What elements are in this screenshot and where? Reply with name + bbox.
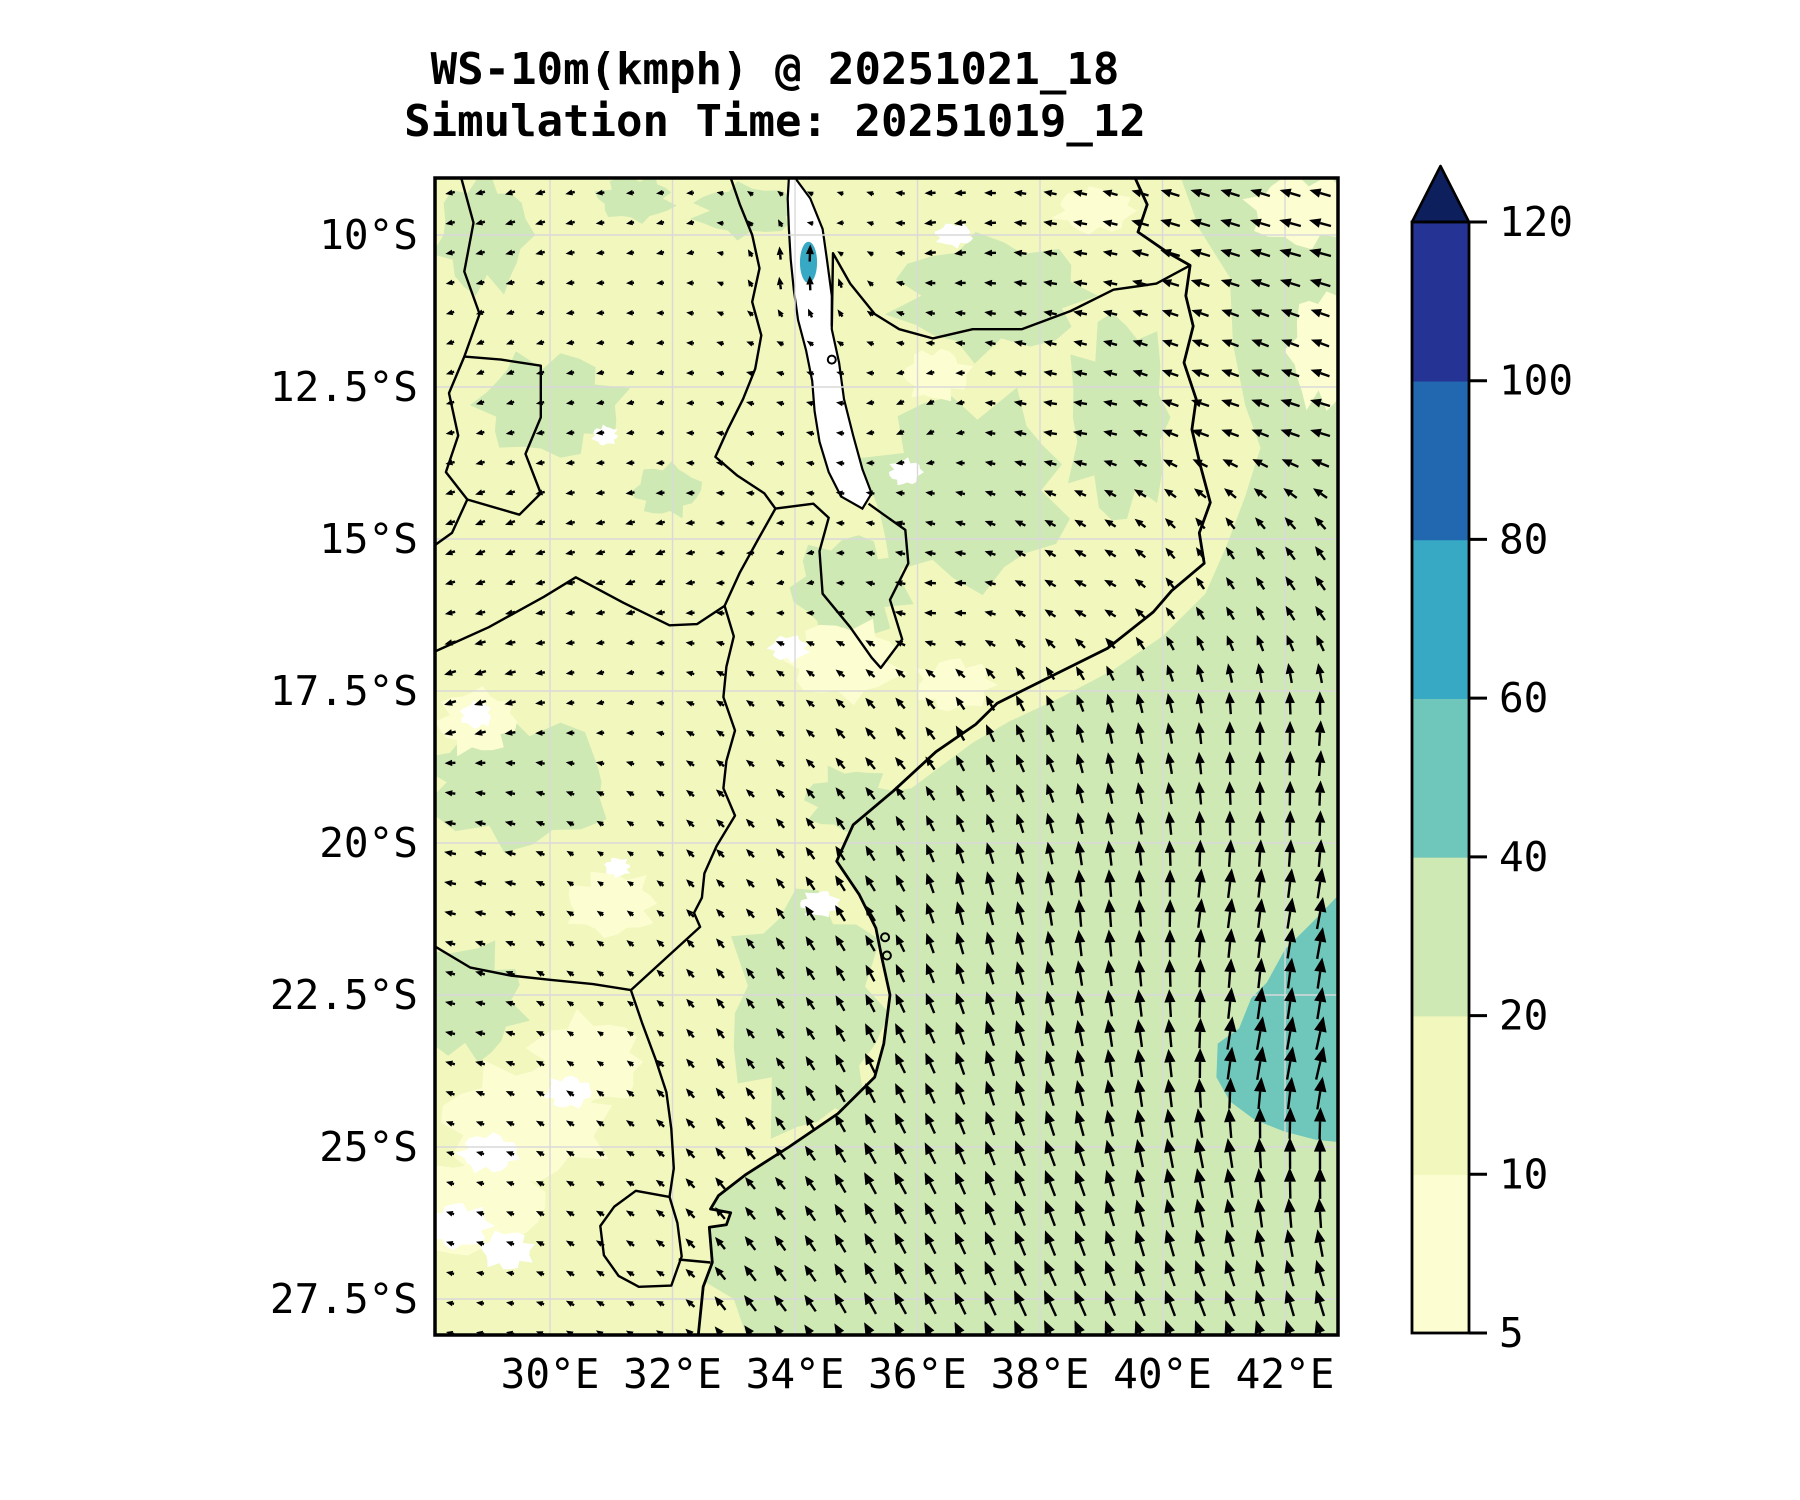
colorbar: 5 10 20 40 60 80 100 120 [1410,164,1573,1357]
y-tick-label: 27.5°S [270,1275,418,1323]
y-tick-label: 20°S [319,819,418,867]
y-tick-label: 17.5°S [270,667,418,715]
colorbar-tick-label: 5 [1499,1309,1524,1357]
y-axis-tick-labels: 10°S 12.5°S 15°S 17.5°S 20°S 22.5°S 25°S 27.5°S [270,211,418,1323]
wind-quiver-layer [444,188,1332,1335]
x-tick-label: 32°E [623,1350,722,1398]
x-tick-label: 42°E [1236,1350,1335,1398]
colorbar-tick-label: 100 [1499,357,1573,405]
colorbar-tick-label: 20 [1499,992,1548,1040]
figure-title: WS-10m(kmph) @ 20251021_18 [430,44,1120,95]
colorbar-tick-label: 120 [1499,198,1573,246]
map-frame [433,176,1340,1337]
y-tick-label: 12.5°S [270,363,418,411]
x-tick-label: 38°E [991,1350,1090,1398]
x-tick-label: 40°E [1113,1350,1212,1398]
x-axis-tick-labels: 30°E 32°E 34°E 36°E 38°E 40°E 42°E [501,1350,1335,1398]
figure-subtitle: Simulation Time: 20251019_12 [404,96,1146,147]
x-tick-label: 34°E [746,1350,845,1398]
country-border-layer [435,178,1212,1335]
colorbar-tick-label: 80 [1499,515,1548,563]
x-tick-label: 30°E [501,1350,600,1398]
colorbar-tick-label: 40 [1499,833,1548,881]
y-tick-label: 15°S [319,515,418,563]
gridline-layer [435,178,1338,1335]
colorbar-tick-label: 10 [1499,1150,1548,1198]
x-tick-label: 36°E [868,1350,967,1398]
contour-fill-layer [435,178,1338,1335]
y-tick-label: 25°S [319,1123,418,1171]
y-tick-label: 22.5°S [270,971,418,1019]
colorbar-tick-label: 60 [1499,674,1548,722]
y-tick-label: 10°S [319,211,418,259]
